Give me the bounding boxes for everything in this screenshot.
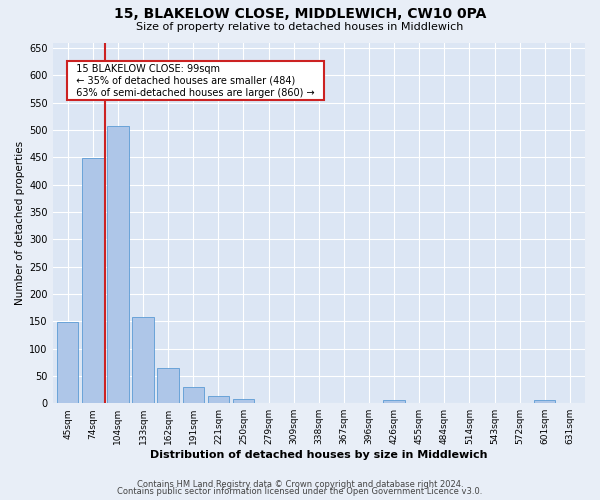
Text: Size of property relative to detached houses in Middlewich: Size of property relative to detached ho… [136, 22, 464, 32]
Text: 15, BLAKELOW CLOSE, MIDDLEWICH, CW10 0PA: 15, BLAKELOW CLOSE, MIDDLEWICH, CW10 0PA [114, 8, 486, 22]
Text: Contains public sector information licensed under the Open Government Licence v3: Contains public sector information licen… [118, 488, 482, 496]
Bar [157, 368, 179, 403]
Text: Contains HM Land Registry data © Crown copyright and database right 2024.: Contains HM Land Registry data © Crown c… [137, 480, 463, 489]
Bar [107, 126, 128, 403]
Bar [133, 317, 154, 403]
Text: 15 BLAKELOW CLOSE: 99sqm  
  ← 35% of detached houses are smaller (484)  
  63% : 15 BLAKELOW CLOSE: 99sqm ← 35% of detach… [70, 64, 320, 98]
Bar [208, 396, 229, 403]
X-axis label: Distribution of detached houses by size in Middlewich: Distribution of detached houses by size … [150, 450, 488, 460]
Bar [82, 158, 104, 403]
Bar [182, 387, 204, 403]
Bar [383, 400, 405, 403]
Bar [233, 399, 254, 403]
Y-axis label: Number of detached properties: Number of detached properties [15, 141, 25, 305]
Bar [57, 322, 79, 403]
Bar [534, 400, 556, 403]
